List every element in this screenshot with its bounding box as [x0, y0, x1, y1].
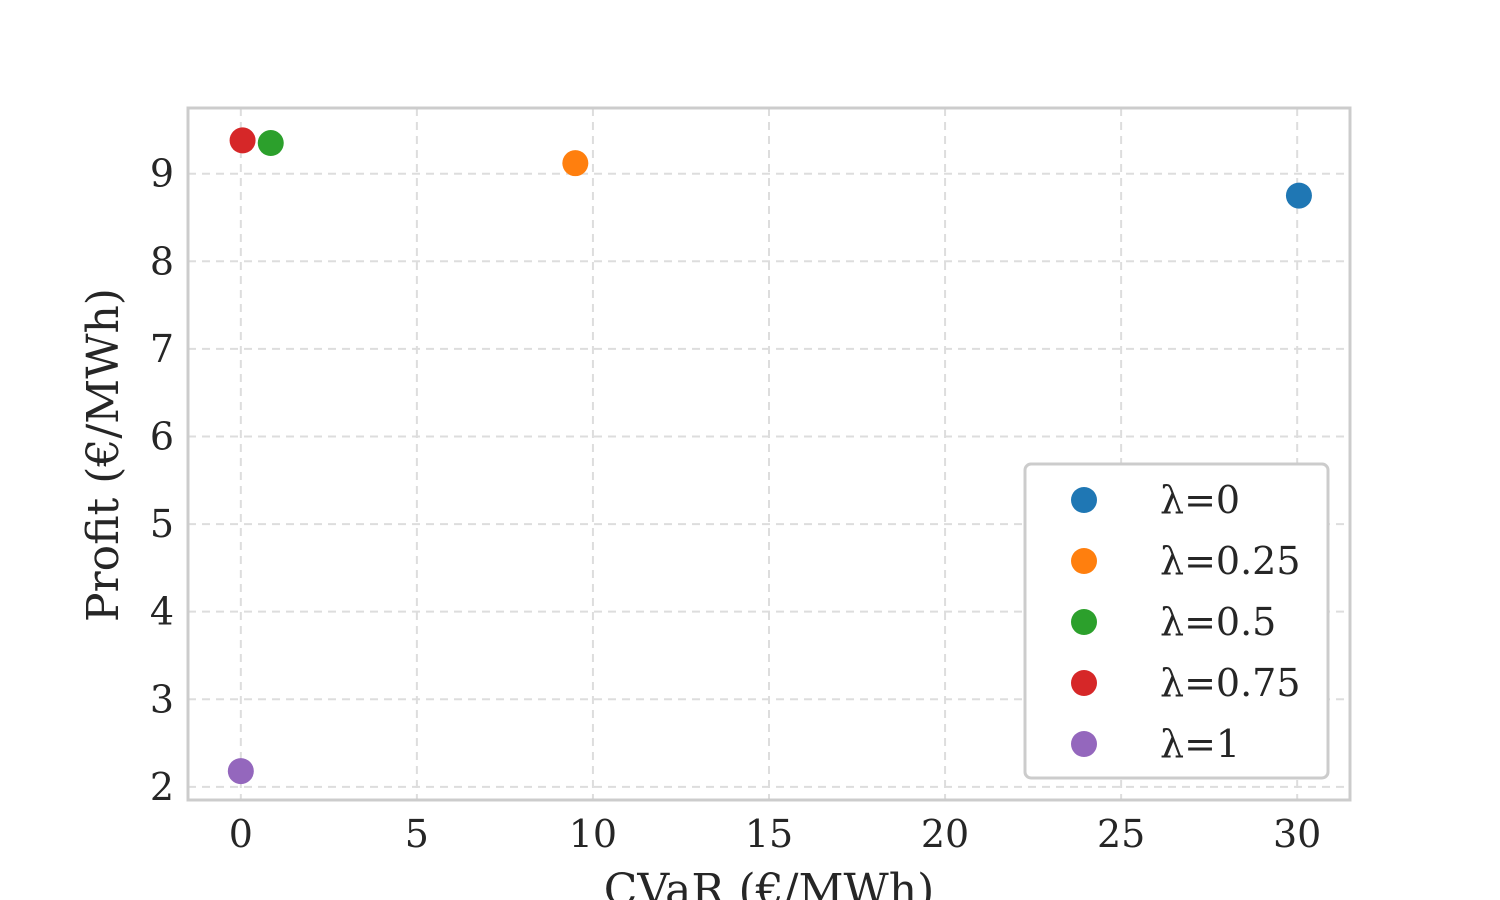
legend-marker [1071, 487, 1097, 513]
x-tick-label: 25 [1097, 812, 1145, 856]
x-tick-label: 10 [569, 812, 617, 856]
x-tick-label: 5 [405, 812, 429, 856]
y-tick-label: 5 [150, 502, 174, 546]
y-axis-label: Profit (€/MWh) [78, 288, 129, 622]
x-tick-label: 15 [745, 812, 793, 856]
plot-frame [186, 106, 1352, 802]
legend-marker [1071, 609, 1097, 635]
y-axis-ticks: 2 3 4 5 6 7 8 9 [150, 152, 174, 809]
y-tick-label: 3 [150, 677, 174, 721]
legend-label: λ=0.5 [1160, 600, 1276, 644]
x-tick-label: 30 [1273, 812, 1321, 856]
y-tick-label: 8 [150, 239, 174, 283]
data-point [562, 150, 589, 177]
legend-label: λ=0.75 [1160, 661, 1301, 705]
legend-marker [1071, 670, 1097, 696]
y-tick-label: 9 [150, 152, 174, 196]
legend: λ=0 λ=0.25 λ=0.5 λ=0.75 λ=1 [1023, 462, 1330, 780]
data-point [229, 127, 256, 154]
legend-marker [1071, 731, 1097, 757]
y-tick-label: 7 [150, 327, 174, 371]
legend-marker [1071, 548, 1097, 574]
data-point [1285, 182, 1312, 209]
x-tick-label: 20 [921, 812, 969, 856]
data-point [227, 758, 254, 785]
legend-label: λ=0.25 [1160, 539, 1301, 583]
x-tick-label: 0 [229, 812, 253, 856]
legend-box [1023, 462, 1330, 780]
legend-label: λ=0 [1160, 478, 1240, 522]
y-tick-label: 4 [150, 590, 174, 634]
x-axis-ticks: 0 5 10 15 20 25 30 [229, 812, 1322, 856]
x-axis-label: CVaR (€/MWh) [604, 865, 935, 900]
y-tick-label: 6 [150, 414, 174, 458]
data-points [227, 127, 1312, 785]
legend-label: λ=1 [1160, 722, 1240, 766]
y-tick-label: 2 [150, 765, 174, 809]
data-point [257, 130, 284, 157]
